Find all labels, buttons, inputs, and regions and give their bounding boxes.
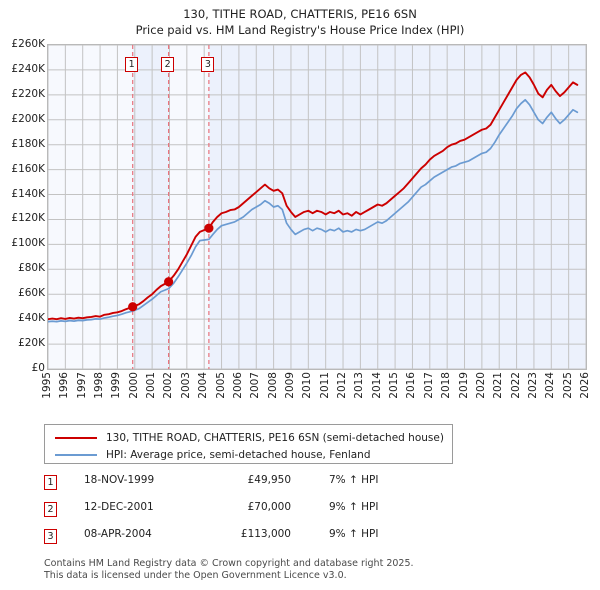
x-axis-tick: 2021 bbox=[492, 372, 505, 399]
chart-titles: 130, TITHE ROAD, CHATTERIS, PE16 6SN Pri… bbox=[0, 6, 600, 38]
x-axis-tick: 1996 bbox=[58, 372, 71, 399]
y-axis-labels: £0 £20K £40K £60K £80K £100K £120K £140K £160K £1… bbox=[0, 38, 45, 374]
x-axis-tick: 2022 bbox=[509, 372, 522, 399]
y-axis-tick: £40K bbox=[18, 312, 45, 325]
chart-marker-1: 1 bbox=[125, 57, 139, 72]
transaction-date-2: 12-DEC-2001 bbox=[84, 501, 154, 513]
page-subtitle: Price paid vs. HM Land Registry's House … bbox=[135, 23, 465, 37]
transaction-hpi-3: 9% ↑ HPI bbox=[329, 528, 379, 540]
transaction-date-1: 18-NOV-1999 bbox=[84, 474, 155, 486]
x-axis-tick: 2000 bbox=[127, 372, 140, 399]
x-axis-labels: 1995 1996 1997 1998 1999 2000 2001 2002 2003 2004… bbox=[41, 372, 591, 414]
x-axis-tick: 2009 bbox=[283, 372, 296, 399]
table-row: 1 18-NOV-1999 £49,950 7% ↑ HPI bbox=[44, 472, 464, 499]
x-axis-tick: 1999 bbox=[110, 372, 123, 399]
x-axis-tick: 2001 bbox=[145, 372, 158, 399]
x-axis-tick: 1998 bbox=[93, 372, 106, 399]
transaction-date-3: 08-APR-2004 bbox=[84, 528, 152, 540]
price-chart bbox=[47, 44, 587, 370]
footer-line-2: This data is licensed under the Open Gov… bbox=[44, 569, 347, 581]
x-axis-tick: 1995 bbox=[41, 372, 53, 399]
x-axis-tick: 2018 bbox=[440, 372, 453, 399]
chart-marker-2: 2 bbox=[161, 57, 175, 72]
transactions-table: 1 18-NOV-1999 £49,950 7% ↑ HPI 2 12-DEC-… bbox=[44, 472, 464, 553]
x-axis-tick: 2012 bbox=[336, 372, 349, 399]
legend-label-hpi: HPI: Average price, semi-detached house,… bbox=[106, 448, 371, 461]
transaction-hpi-1: 7% ↑ HPI bbox=[329, 474, 379, 486]
y-axis-tick: £240K bbox=[11, 62, 45, 75]
x-axis-tick: 2014 bbox=[370, 372, 383, 399]
page-title: 130, TITHE ROAD, CHATTERIS, PE16 6SN bbox=[183, 7, 417, 21]
y-axis-tick: £20K bbox=[18, 337, 45, 350]
y-axis-tick: £100K bbox=[11, 237, 45, 250]
x-axis-tick: 2008 bbox=[266, 372, 279, 399]
legend-swatch-property bbox=[55, 436, 97, 439]
y-axis-tick: £260K bbox=[11, 38, 45, 50]
footer-line-1: Contains HM Land Registry data © Crown c… bbox=[44, 558, 414, 569]
table-row: 2 12-DEC-2001 £70,000 9% ↑ HPI bbox=[44, 499, 464, 526]
x-axis-tick: 2003 bbox=[179, 372, 192, 399]
x-axis-tick: 2024 bbox=[544, 372, 557, 399]
legend-label-property: 130, TITHE ROAD, CHATTERIS, PE16 6SN (se… bbox=[106, 431, 444, 444]
legend-swatch-hpi bbox=[55, 453, 97, 456]
y-axis-tick: £160K bbox=[11, 162, 45, 175]
x-axis-tick: 2006 bbox=[231, 372, 244, 399]
x-axis-tick: 2023 bbox=[526, 372, 539, 399]
x-axis-tick: 2015 bbox=[388, 372, 401, 399]
x-axis-tick: 1997 bbox=[75, 372, 88, 399]
transaction-price-1: £49,950 bbox=[247, 474, 291, 486]
x-axis-tick: 2026 bbox=[579, 372, 591, 399]
footer-attribution: Contains HM Land Registry data © Crown c… bbox=[44, 558, 564, 581]
chart-plot-area bbox=[48, 45, 586, 369]
x-axis-tick: 2007 bbox=[249, 372, 262, 399]
y-axis-tick: £0 bbox=[31, 362, 45, 374]
x-axis-tick: 2004 bbox=[197, 372, 210, 399]
y-axis-tick: £60K bbox=[18, 287, 45, 300]
legend-item-property: 130, TITHE ROAD, CHATTERIS, PE16 6SN (se… bbox=[45, 429, 452, 446]
chart-marker-3: 3 bbox=[201, 57, 215, 72]
transaction-price-2: £70,000 bbox=[247, 501, 291, 513]
y-axis-tick: £80K bbox=[18, 262, 45, 275]
x-axis-tick: 2017 bbox=[422, 372, 435, 399]
y-axis-tick: £120K bbox=[11, 212, 45, 225]
table-row: 3 08-APR-2004 £113,000 9% ↑ HPI bbox=[44, 526, 464, 553]
legend-item-hpi: HPI: Average price, semi-detached house,… bbox=[45, 446, 452, 463]
x-axis-tick: 2016 bbox=[405, 372, 418, 399]
y-axis-tick: £180K bbox=[11, 137, 45, 150]
y-axis-tick: £220K bbox=[11, 87, 45, 100]
x-axis-tick: 2011 bbox=[318, 372, 331, 399]
x-axis-tick: 2019 bbox=[457, 372, 470, 399]
y-axis-tick: £140K bbox=[11, 187, 45, 200]
x-axis-tick: 2010 bbox=[301, 372, 314, 399]
x-axis-tick: 2005 bbox=[214, 372, 227, 399]
transaction-price-3: £113,000 bbox=[240, 528, 291, 540]
y-axis-tick: £200K bbox=[11, 112, 45, 125]
x-axis-tick: 2002 bbox=[162, 372, 175, 399]
x-axis-tick: 2020 bbox=[474, 372, 487, 399]
x-axis-tick: 2013 bbox=[353, 372, 366, 399]
transaction-hpi-2: 9% ↑ HPI bbox=[329, 501, 379, 513]
transaction-index-3: 3 bbox=[44, 529, 57, 544]
transaction-index-1: 1 bbox=[44, 475, 57, 490]
chart-legend: 130, TITHE ROAD, CHATTERIS, PE16 6SN (se… bbox=[44, 424, 453, 464]
transaction-index-2: 2 bbox=[44, 502, 57, 517]
x-axis-tick: 2025 bbox=[561, 372, 574, 399]
